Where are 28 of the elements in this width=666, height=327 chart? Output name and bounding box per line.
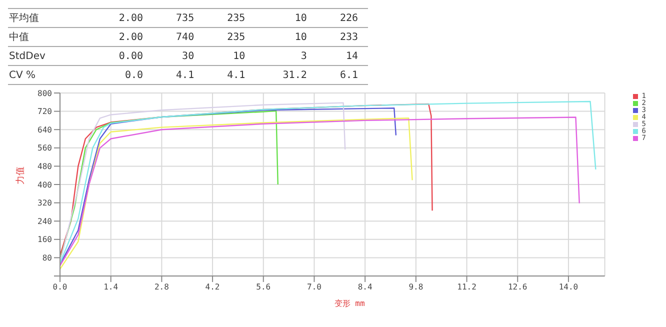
y-tick-label: 560 (38, 144, 52, 153)
y-tick-label: 640 (38, 125, 52, 134)
x-tick-label: 7.0 (307, 282, 322, 292)
y-tick-label: 240 (38, 216, 52, 226)
x-tick-label: 2.8 (154, 282, 170, 292)
x-tick-label: 9.8 (408, 282, 424, 292)
x-tick-label: 4.2 (205, 282, 220, 292)
y-tick-label: 480 (38, 162, 52, 172)
y-tick-label: 160 (38, 235, 52, 244)
x-tick-label: 12.6 (508, 282, 528, 292)
text: 平均值 2.00 735 235 10 226 (9, 12, 358, 24)
y-tick-label: 320 (38, 198, 52, 208)
x-axis-title: 变形 mm (334, 299, 365, 308)
y-tick-label: 400 (38, 180, 52, 190)
text: 中值 2.00 740 235 10 233 (9, 32, 358, 43)
x-tick-label: 14.0 (558, 282, 578, 292)
y-tick-label: 720 (38, 107, 52, 116)
y-axis-title: 力值 (15, 166, 26, 184)
text: CV % 0.0 4.1 4.1 31.2 6.1 (9, 70, 358, 80)
x-tick-label: 8.4 (358, 282, 372, 292)
x-tick-label: 11.2 (457, 282, 477, 292)
x-tick-label: 1.4 (104, 282, 118, 292)
text: StdDev 0.00 30 10 3 14 (9, 50, 358, 62)
y-tick-label: 80 (42, 254, 52, 263)
y-tick-label: 800 (38, 88, 52, 98)
x-tick-label: 5.6 (256, 282, 271, 292)
x-tick-label: 0.0 (52, 282, 68, 292)
line-series (60, 102, 346, 263)
